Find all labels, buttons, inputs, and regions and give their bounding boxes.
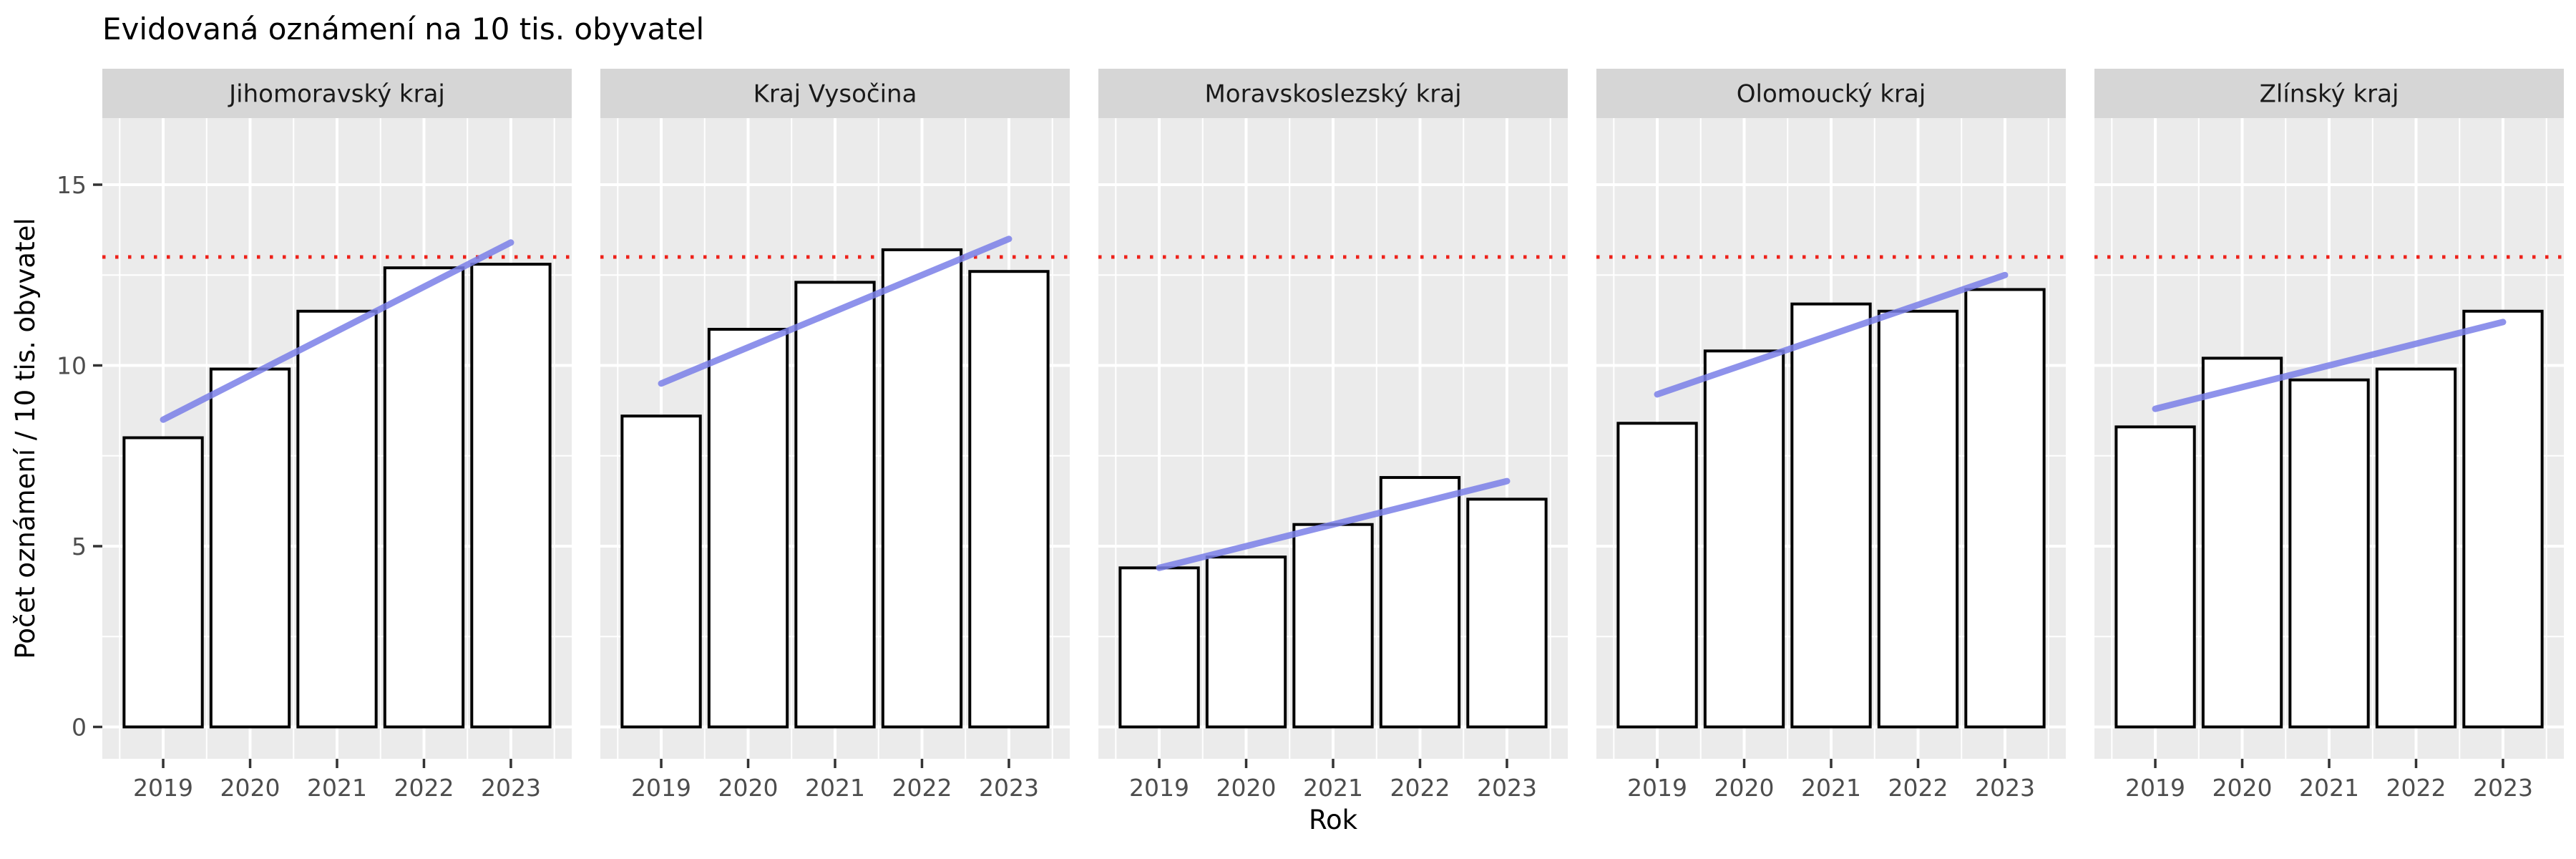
bar-2019 — [2114, 425, 2196, 729]
bar-2022 — [881, 248, 963, 729]
bar-2022 — [383, 266, 465, 729]
facet-strip — [600, 69, 1070, 118]
x-tick-label: 2019 — [631, 774, 691, 802]
bar-2019 — [620, 414, 702, 729]
bar-2023 — [1466, 498, 1548, 729]
facet-strip — [1596, 69, 2066, 118]
x-tick-label: 2022 — [892, 774, 952, 802]
bar-2019 — [1118, 566, 1200, 729]
bar-2022 — [1379, 476, 1461, 729]
bar-2021 — [1292, 523, 1374, 729]
x-tick-label: 2019 — [1129, 774, 1189, 802]
bar-2023 — [968, 270, 1050, 729]
trend-line — [1654, 271, 2009, 398]
x-tick-label: 2020 — [2212, 774, 2273, 802]
x-tick-label: 2020 — [1216, 774, 1277, 802]
x-tick-label: 2019 — [2125, 774, 2185, 802]
x-tick-label: 2022 — [2386, 774, 2446, 802]
bar-2020 — [209, 367, 291, 729]
facet-strip-label: Moravskoslezský kraj — [1204, 80, 1461, 109]
trend-line — [1156, 477, 1511, 571]
x-tick-label: 2023 — [481, 774, 541, 802]
trend-line — [160, 239, 514, 423]
x-tick-label: 2020 — [718, 774, 779, 802]
x-tick-label: 2023 — [1975, 774, 2035, 802]
bar-2020 — [1703, 349, 1785, 729]
bar-2021 — [2288, 378, 2370, 729]
bar-2020 — [1205, 555, 1287, 729]
bar-2021 — [1790, 302, 1872, 729]
facet-strip — [2094, 69, 2564, 118]
bar-2021 — [296, 309, 378, 729]
facet-strip — [102, 69, 572, 118]
bar-2022 — [2375, 367, 2457, 729]
x-tick-label: 2023 — [2473, 774, 2533, 802]
x-tick-label: 2023 — [1477, 774, 1537, 802]
y-tick-label: 0 — [72, 714, 87, 742]
facet-strip-label: Zlínský kraj — [2260, 80, 2399, 109]
x-axis-title: Rok — [1309, 805, 1358, 835]
facet-strip-label: Jihomoravský kraj — [228, 80, 445, 109]
x-tick-label: 2019 — [1627, 774, 1687, 802]
x-tick-label: 2022 — [1390, 774, 1450, 802]
facet-strip-label: Olomoucký kraj — [1737, 80, 1926, 109]
bar-2023 — [2462, 309, 2544, 729]
bar-2020 — [2201, 356, 2283, 729]
x-tick-label: 2022 — [394, 774, 454, 802]
y-tick-label: 10 — [57, 352, 87, 380]
bar-2022 — [1877, 309, 1959, 729]
bar-2021 — [794, 281, 876, 729]
y-tick-label: 15 — [57, 171, 87, 199]
x-tick-label: 2021 — [307, 774, 367, 802]
bar-2019 — [122, 436, 204, 729]
bar-2020 — [707, 328, 789, 729]
x-tick-label: 2020 — [220, 774, 280, 802]
x-tick-label: 2021 — [805, 774, 865, 802]
x-tick-label: 2021 — [1801, 774, 1861, 802]
trend-line — [2152, 319, 2507, 412]
x-tick-label: 2022 — [1888, 774, 1948, 802]
trend-line — [658, 236, 1013, 387]
bar-2023 — [470, 263, 552, 729]
x-tick-label: 2021 — [1303, 774, 1363, 802]
chart-title: Evidovaná oznámení na 10 tis. obyvatel — [102, 11, 705, 47]
y-tick-label: 5 — [72, 533, 87, 560]
facet-strip-label: Kraj Vysočina — [753, 80, 917, 109]
facet-strip — [1098, 69, 1568, 118]
bar-2023 — [1964, 288, 2046, 729]
x-tick-label: 2019 — [133, 774, 193, 802]
x-tick-label: 2023 — [979, 774, 1039, 802]
x-tick-label: 2020 — [1714, 774, 1775, 802]
y-axis-title: Počet oznámení / 10 tis. obyvatel — [10, 218, 41, 659]
bar-2019 — [1616, 422, 1698, 729]
x-tick-label: 2021 — [2299, 774, 2359, 802]
